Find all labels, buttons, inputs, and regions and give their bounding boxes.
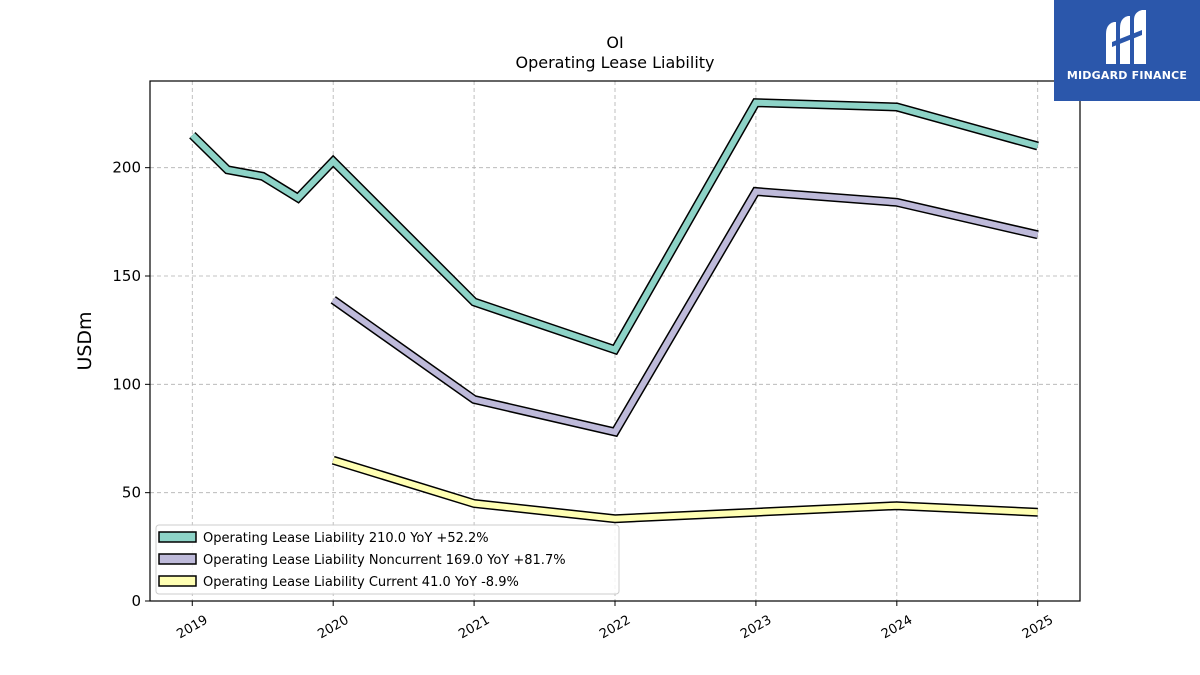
- logo-text: MIDGARD FINANCE: [1066, 69, 1188, 82]
- midgard-finance-logo: MIDGARD FINANCE: [1054, 0, 1200, 101]
- y-tick-label: 100: [112, 375, 141, 393]
- series-line-2: [332, 457, 1038, 522]
- y-axis: 0 50 100 150 200: [112, 159, 150, 610]
- x-tick-label: 2021: [456, 613, 492, 643]
- logo-mark-icon: [1106, 10, 1146, 64]
- series-line-1: [331, 188, 1039, 436]
- legend-box: [155, 524, 620, 595]
- y-tick-label: 0: [131, 592, 141, 610]
- x-tick-label: 2024: [879, 613, 915, 643]
- x-tick-label: 2022: [597, 613, 633, 643]
- chart-subtitle: Operating Lease Liability: [515, 53, 714, 72]
- legend: Operating Lease Liability 210.0 YoY +52.…: [155, 524, 620, 595]
- x-axis: 2019 2020 2021 2022 2023 2024 2025: [174, 601, 1056, 642]
- legend-label-1: Operating Lease Liability Noncurrent 169…: [203, 553, 566, 568]
- series-layer: [189, 98, 1039, 524]
- series-line-0: [190, 99, 1039, 354]
- y-tick-label: 200: [112, 159, 141, 177]
- legend-swatch-2: [158, 575, 197, 587]
- y-tick-label: 150: [112, 267, 141, 285]
- x-tick-label: 2023: [738, 613, 774, 643]
- x-tick-label: 2020: [315, 613, 351, 643]
- x-tick-label: 2019: [174, 613, 210, 643]
- legend-label-0: Operating Lease Liability 210.0 YoY +52.…: [203, 531, 489, 546]
- chart-title: OI: [606, 33, 623, 52]
- y-axis-label: USDm: [74, 311, 96, 370]
- legend-label-2: Operating Lease Liability Current 41.0 Y…: [203, 575, 519, 590]
- y-tick-label: 50: [122, 484, 141, 502]
- x-tick-label: 2025: [1020, 613, 1056, 643]
- legend-swatch-0: [158, 531, 197, 543]
- legend-swatch-1: [158, 553, 197, 565]
